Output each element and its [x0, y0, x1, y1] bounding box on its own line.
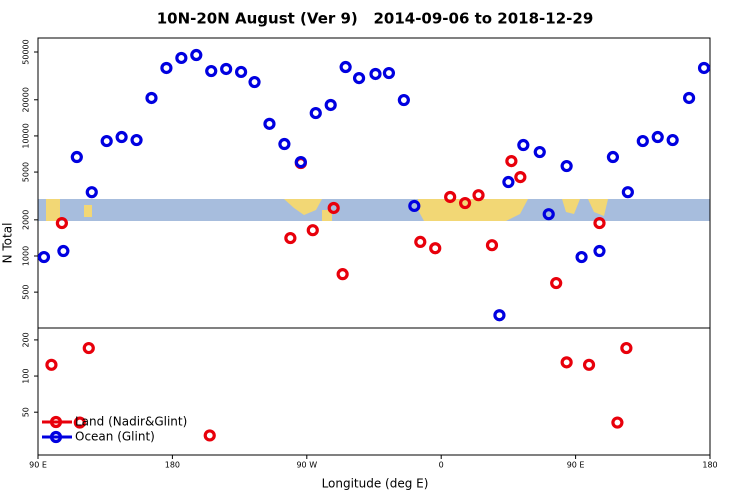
data-point	[593, 244, 606, 258]
y-tick-label: 100	[22, 368, 31, 383]
legend-marker	[49, 430, 63, 444]
data-point	[560, 356, 573, 369]
data-point	[606, 150, 620, 164]
data-point	[550, 276, 563, 290]
data-point	[309, 106, 322, 120]
data-point	[352, 72, 366, 85]
data-point	[472, 189, 485, 202]
data-point	[485, 239, 499, 252]
data-point	[560, 159, 573, 173]
data-point	[55, 216, 68, 230]
data-point	[82, 341, 95, 355]
y-tick-label: 50	[22, 407, 31, 417]
data-point	[582, 358, 596, 371]
data-point	[493, 309, 506, 322]
data-point	[697, 61, 711, 75]
data-point	[651, 130, 664, 144]
data-point	[682, 91, 696, 105]
data-point	[263, 117, 276, 130]
data-point	[514, 170, 527, 184]
y-tick-label: 20000	[22, 87, 31, 112]
legend-marker	[49, 415, 63, 429]
data-point	[336, 268, 349, 281]
data-point	[444, 190, 457, 204]
data-point	[414, 235, 427, 249]
data-point	[160, 61, 173, 75]
data-point	[115, 130, 128, 144]
data-point	[73, 416, 86, 429]
legend-label: Ocean (Glint)	[75, 430, 155, 444]
legend-label: Land (Nadir&Glint)	[75, 415, 187, 429]
data-point	[220, 62, 233, 76]
data-point	[100, 134, 113, 148]
y-tick-label: 200	[22, 332, 31, 347]
data-point	[621, 186, 634, 199]
y-tick-label: 50000	[22, 39, 31, 64]
data-point	[294, 155, 307, 169]
data-point	[542, 208, 555, 221]
y-tick-label: 5000	[22, 162, 31, 182]
chart-title: 10N-20N August (Ver 9) 2014-09-06 to 201…	[157, 10, 594, 28]
data-point	[575, 250, 588, 264]
y-tick-label: 10000	[22, 123, 31, 148]
plot-frame	[37, 37, 711, 456]
data-point	[284, 231, 297, 245]
x-axis-label: Longitude (deg E)	[322, 477, 429, 491]
map-strip	[38, 199, 710, 221]
y-tick-label: 2000	[22, 210, 31, 230]
data-point	[620, 341, 633, 355]
data-point	[130, 133, 143, 147]
data-point	[203, 429, 216, 442]
data-point	[190, 48, 203, 62]
data-point	[37, 250, 51, 264]
data-point	[502, 175, 515, 189]
data-point	[593, 216, 606, 230]
data-point	[517, 138, 530, 152]
data-point	[234, 65, 248, 79]
data-point	[505, 155, 518, 168]
data-point	[611, 416, 624, 429]
data-point	[145, 91, 158, 105]
data-point	[85, 186, 98, 199]
data-point	[324, 98, 337, 112]
data-point	[397, 93, 410, 107]
data-point	[327, 201, 340, 215]
data-point	[248, 75, 261, 89]
x-tick-label: 90 W	[296, 461, 317, 470]
y-axis-label: N Total	[1, 223, 15, 264]
data-point	[339, 60, 352, 74]
y-tick-label: 500	[22, 284, 31, 299]
data-point	[533, 145, 546, 159]
y-tick-label: 1000	[22, 246, 31, 266]
x-tick-label: 90 E	[29, 461, 47, 470]
data-point	[70, 150, 83, 164]
data-point	[45, 358, 58, 371]
data-point	[306, 224, 319, 237]
data-point	[175, 51, 188, 65]
data-point	[458, 196, 472, 210]
data-point	[429, 242, 442, 255]
x-tick-label: 180	[165, 461, 180, 470]
data-point	[369, 67, 382, 81]
data-point	[382, 66, 396, 80]
data-point	[278, 137, 291, 151]
data-point	[636, 134, 649, 148]
data-point	[205, 64, 218, 78]
data-point	[408, 199, 421, 213]
x-tick-label: 90 E	[567, 461, 585, 470]
data-point	[666, 133, 679, 147]
x-tick-label: 0	[439, 461, 444, 470]
data-point	[57, 244, 70, 258]
x-tick-label: 180	[702, 461, 717, 470]
